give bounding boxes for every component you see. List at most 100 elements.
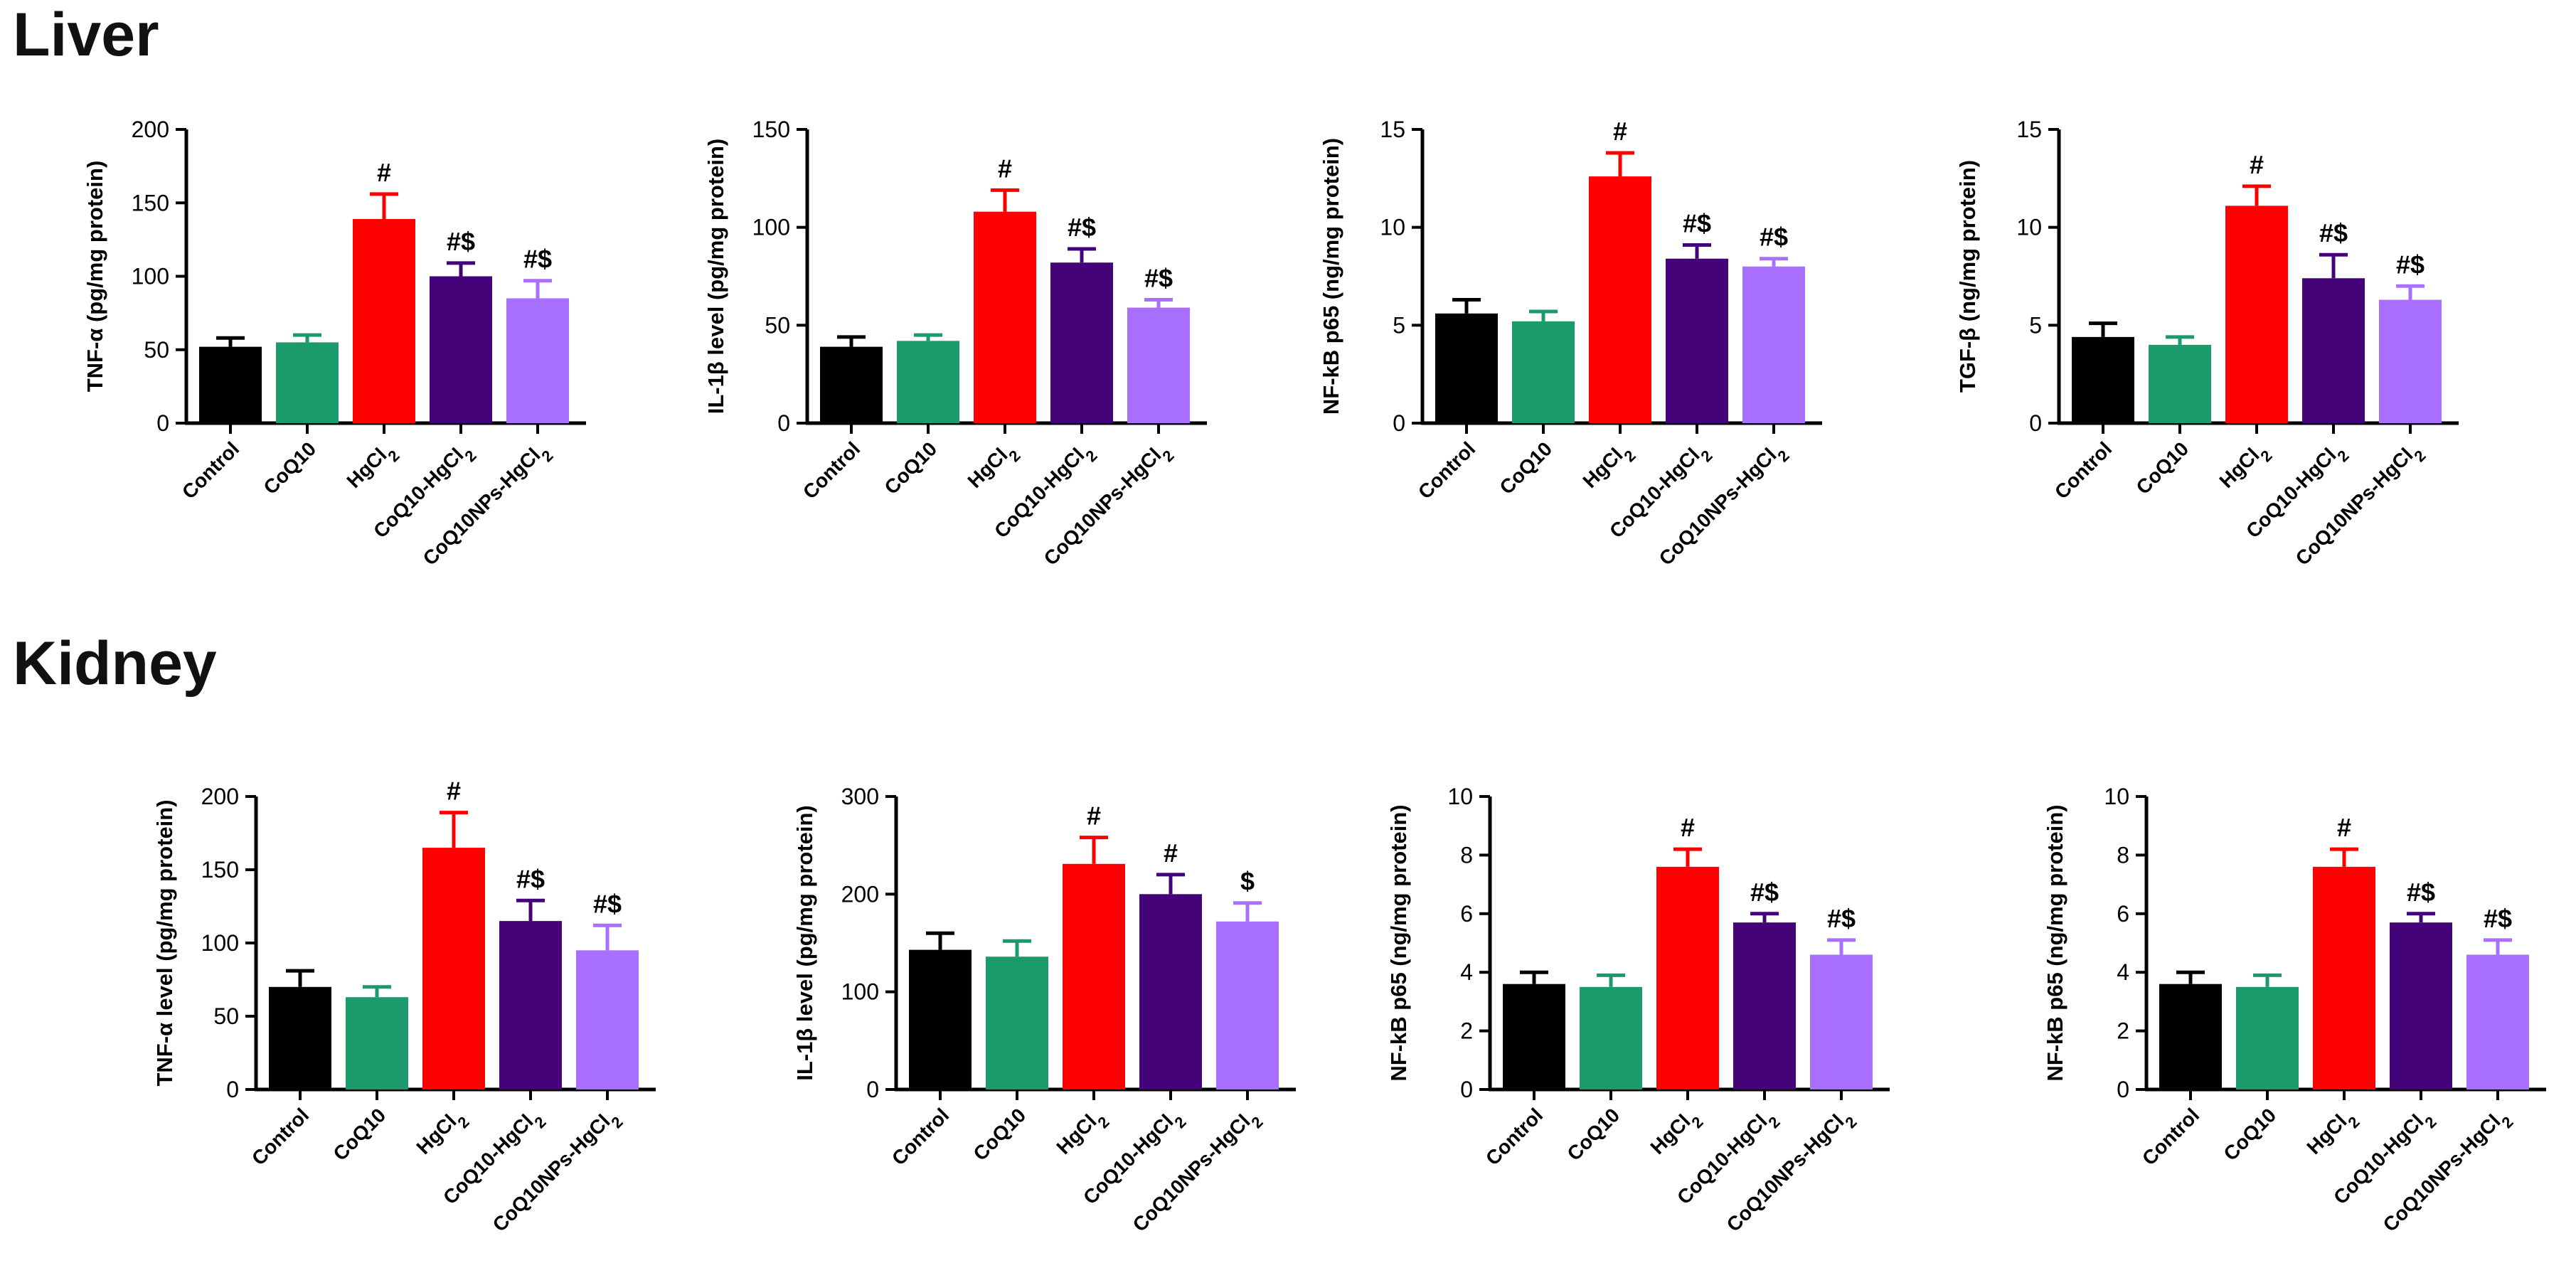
bar-CoQ10NPs-HgCl2 — [1127, 307, 1190, 423]
bar-CoQ10-HgCl2 — [1733, 922, 1796, 1089]
bar-chart-5: 0 50 100 150 200 TNF-α level (pg/mg protein) C… — [152, 777, 656, 1236]
y-tick-label: 150 — [752, 117, 790, 142]
x-tick-label: CoQ10 — [880, 437, 942, 499]
liver-section-title: Liver — [13, 1, 159, 69]
y-tick-label: 2 — [1460, 1018, 1473, 1044]
bar-chart-4: 0 5 10 15 TGF-β (ng/mg protein) Control CoQ10 #… — [1955, 117, 2459, 570]
x-tick-label: HgCl2 — [1646, 1104, 1706, 1164]
y-tick-label: 300 — [841, 784, 879, 809]
y-axis-title: NF-kB p65 (ng/mg protein) — [1319, 138, 1343, 415]
y-tick-label: 0 — [156, 410, 169, 436]
bar-chart-6: 0 100 200 300 IL-1β level (pg/mg protein) Con… — [792, 784, 1296, 1236]
significance-label: #$ — [2319, 218, 2348, 247]
x-tick-label: CoQ10 — [2132, 437, 2193, 499]
bar-HgCl2 — [1589, 176, 1651, 423]
x-tick-label: CoQ10 — [2220, 1104, 2281, 1165]
bar-CoQ10-HgCl2 — [499, 921, 562, 1089]
bar-HgCl2 — [353, 218, 415, 423]
bar-HgCl2 — [2225, 206, 2288, 423]
x-tick-label: CoQ10 — [1496, 437, 1557, 499]
bar-CoQ10 — [2149, 344, 2211, 423]
bar-CoQ10 — [1512, 321, 1575, 423]
y-tick-label: 0 — [1393, 410, 1405, 436]
y-tick-label: 50 — [213, 1003, 239, 1029]
significance-label: # — [2250, 150, 2264, 179]
y-tick-label: 10 — [1447, 784, 1473, 809]
bar-CoQ10NPs-HgCl2 — [576, 950, 639, 1089]
bar-HgCl2 — [2313, 866, 2375, 1089]
bar-CoQ10-HgCl2 — [1666, 258, 1728, 423]
y-axis-title: IL-1β level (pg/mg protein) — [703, 139, 728, 415]
y-tick-label: 8 — [1460, 842, 1473, 868]
significance-label: #$ — [1683, 208, 1711, 238]
x-tick-label: Control — [1414, 437, 1479, 503]
x-tick-label: HgCl2 — [1578, 437, 1639, 498]
significance-label: # — [2337, 813, 2351, 842]
bar-Control — [1503, 984, 1565, 1089]
y-tick-label: 10 — [2016, 215, 2042, 240]
bar-CoQ10-HgCl2 — [2302, 278, 2365, 423]
bar-Control — [909, 949, 972, 1089]
significance-label: # — [1087, 801, 1101, 831]
bar-CoQ10 — [1580, 986, 1642, 1089]
significance-label: #$ — [593, 889, 622, 918]
significance-label: #$ — [2484, 904, 2512, 933]
y-tick-label: 4 — [2117, 959, 2129, 985]
y-tick-label: 0 — [1460, 1077, 1473, 1102]
bar-CoQ10NPs-HgCl2 — [1810, 954, 1873, 1089]
y-tick-label: 0 — [866, 1077, 879, 1102]
y-tick-label: 5 — [1393, 312, 1405, 338]
bar-CoQ10-HgCl2 — [1050, 262, 1113, 423]
bar-Control — [820, 346, 883, 423]
x-tick-label: Control — [248, 1104, 313, 1169]
bar-chart-2: 0 50 100 150 IL-1β level (pg/mg protein) Cont… — [703, 117, 1207, 570]
bar-CoQ10 — [2236, 986, 2299, 1089]
x-tick-label: Control — [799, 437, 864, 503]
y-tick-label: 50 — [765, 312, 790, 338]
y-tick-label: 15 — [2016, 117, 2042, 142]
y-tick-label: 100 — [201, 930, 239, 956]
bar-CoQ10NPs-HgCl2 — [1216, 921, 1279, 1089]
y-tick-label: 100 — [752, 215, 790, 240]
significance-label: # — [447, 777, 461, 806]
y-tick-label: 100 — [132, 264, 169, 289]
y-axis-title: TGF-β (ng/mg protein) — [1955, 160, 1980, 393]
bar-CoQ10NPs-HgCl2 — [506, 298, 569, 423]
bar-chart-1: 0 50 100 150 200 TNF-α (pg/mg protein) Control… — [83, 117, 586, 570]
y-tick-label: 150 — [132, 190, 169, 215]
significance-label: #$ — [523, 245, 552, 274]
y-axis-title: TNF-α (pg/mg protein) — [83, 161, 107, 393]
bar-HgCl2 — [1656, 866, 1719, 1089]
x-tick-label: HgCl2 — [1052, 1104, 1112, 1164]
x-tick-label: CoQ10 — [329, 1104, 390, 1165]
bar-Control — [199, 346, 262, 423]
bar-Control — [269, 986, 331, 1089]
bar-Control — [2072, 336, 2134, 423]
y-tick-label: 0 — [2117, 1077, 2129, 1102]
y-tick-label: 2 — [2117, 1018, 2129, 1044]
bar-CoQ10NPs-HgCl2 — [2379, 299, 2442, 423]
x-tick-label: Control — [1481, 1104, 1547, 1169]
y-axis-title: NF-kB p65 (ng/mg protein) — [1386, 804, 1411, 1081]
kidney-section-title: Kidney — [13, 629, 217, 698]
bar-Control — [1435, 313, 1498, 423]
x-tick-label: Control — [2050, 437, 2116, 503]
significance-label: #$ — [1068, 213, 1096, 242]
significance-label: $ — [1240, 867, 1255, 896]
y-tick-label: 6 — [1460, 901, 1473, 927]
y-tick-label: 150 — [201, 857, 239, 883]
y-tick-label: 10 — [2104, 784, 2129, 809]
y-tick-label: 8 — [2117, 842, 2129, 868]
y-tick-label: 100 — [841, 979, 879, 1005]
significance-label: #$ — [1750, 878, 1779, 907]
significance-label: #$ — [2407, 878, 2435, 907]
y-tick-label: 5 — [2029, 312, 2042, 338]
bar-CoQ10 — [276, 342, 339, 423]
y-axis-title: IL-1β level (pg/mg protein) — [792, 805, 817, 1081]
bar-chart-8: 0 2 4 6 8 10 NF-kB p65 (ng/mg protein) Control C… — [2043, 784, 2546, 1236]
bar-CoQ10-HgCl2 — [430, 276, 492, 423]
y-tick-label: 200 — [841, 881, 879, 907]
significance-label: #$ — [447, 227, 475, 256]
y-tick-label: 15 — [1380, 117, 1405, 142]
